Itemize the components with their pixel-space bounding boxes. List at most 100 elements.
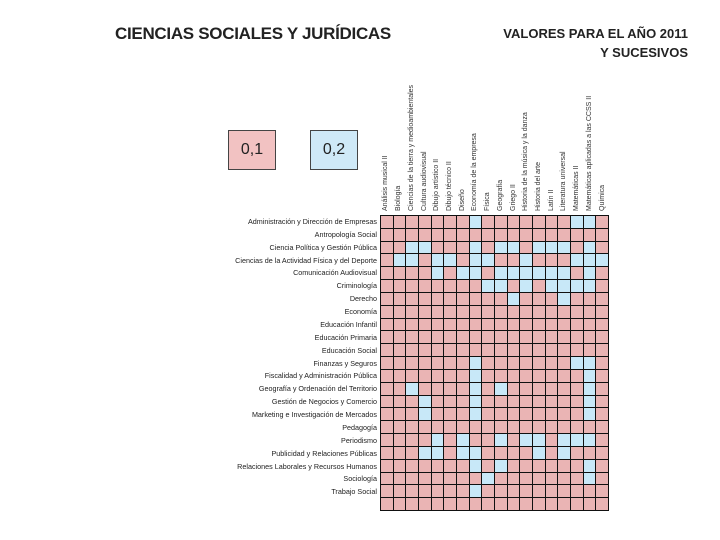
- cell-value-0-1: [545, 305, 558, 318]
- cell-value-0-1: [444, 357, 456, 369]
- cell-value-0-2: [419, 446, 431, 459]
- cell-value-0-1: [381, 331, 393, 344]
- cell-value-0-1: [571, 395, 583, 408]
- cell-value-0-1: [393, 459, 406, 472]
- cell-value-0-1: [507, 382, 520, 395]
- cell-value-0-1: [482, 292, 494, 305]
- cell-value-0-1: [558, 421, 570, 434]
- cell-value-0-2: [583, 254, 596, 267]
- cell-value-0-1: [431, 408, 444, 421]
- row-label: Trabajo Social: [331, 487, 377, 497]
- cell-value-0-2: [469, 369, 482, 382]
- cell-value-0-1: [596, 357, 608, 369]
- cell-value-0-2: [596, 254, 608, 267]
- cell-value-0-1: [596, 292, 608, 305]
- cell-value-0-1: [393, 267, 406, 280]
- cell-value-0-2: [469, 241, 482, 254]
- cell-value-0-1: [469, 344, 482, 357]
- cell-value-0-1: [482, 434, 494, 446]
- cell-value-0-1: [495, 446, 507, 459]
- cell-value-0-1: [507, 318, 520, 331]
- year-note-line2: Y SUCESIVOS: [600, 45, 688, 60]
- cell-value-0-2: [406, 241, 418, 254]
- cell-value-0-1: [482, 382, 494, 395]
- cell-value-0-1: [444, 369, 456, 382]
- column-header: Análisis musical II: [382, 155, 390, 211]
- cell-value-0-1: [457, 485, 469, 498]
- column-header: Física: [484, 192, 492, 211]
- cell-value-0-1: [431, 344, 444, 357]
- cell-value-0-1: [482, 446, 494, 459]
- cell-value-0-1: [533, 369, 545, 382]
- cell-value-0-2: [558, 280, 570, 292]
- cell-value-0-1: [571, 267, 583, 280]
- cell-value-0-1: [406, 331, 418, 344]
- cell-value-0-2: [533, 241, 545, 254]
- cell-value-0-1: [545, 292, 558, 305]
- cell-value-0-1: [419, 318, 431, 331]
- cell-value-0-2: [583, 395, 596, 408]
- cell-value-0-2: [533, 446, 545, 459]
- column-header: Historia de la música y la danza: [522, 112, 530, 211]
- cell-value-0-1: [457, 395, 469, 408]
- cell-value-0-1: [457, 292, 469, 305]
- cell-value-0-2: [469, 382, 482, 395]
- cell-value-0-2: [583, 472, 596, 485]
- cell-value-0-1: [381, 498, 393, 510]
- cell-value-0-2: [482, 280, 494, 292]
- cell-value-0-1: [583, 344, 596, 357]
- cell-value-0-1: [520, 292, 532, 305]
- cell-value-0-1: [507, 305, 520, 318]
- cell-value-0-1: [596, 344, 608, 357]
- cell-value-0-1: [419, 472, 431, 485]
- cell-value-0-1: [419, 421, 431, 434]
- row-label: Marketing e Investigación de Mercados: [251, 410, 377, 420]
- cell-value-0-1: [406, 472, 418, 485]
- cell-value-0-1: [457, 472, 469, 485]
- cell-value-0-1: [545, 318, 558, 331]
- cell-value-0-1: [558, 382, 570, 395]
- cell-value-0-1: [495, 498, 507, 510]
- cell-value-0-2: [558, 267, 570, 280]
- cell-value-0-1: [406, 357, 418, 369]
- cell-value-0-1: [571, 498, 583, 510]
- cell-value-0-2: [583, 369, 596, 382]
- cell-value-0-1: [419, 369, 431, 382]
- column-header: Latín II: [547, 189, 555, 211]
- cell-value-0-1: [444, 498, 456, 510]
- cell-value-0-1: [520, 421, 532, 434]
- cell-value-0-1: [444, 459, 456, 472]
- cell-value-0-1: [507, 331, 520, 344]
- cell-value-0-2: [545, 280, 558, 292]
- cell-value-0-1: [444, 305, 456, 318]
- cell-value-0-1: [596, 395, 608, 408]
- cell-value-0-1: [381, 267, 393, 280]
- cell-value-0-2: [507, 292, 520, 305]
- cell-value-0-1: [419, 459, 431, 472]
- column-header: Griego II: [509, 184, 517, 211]
- cell-value-0-1: [558, 357, 570, 369]
- cell-value-0-1: [444, 292, 456, 305]
- cell-value-0-1: [495, 485, 507, 498]
- cell-value-0-1: [558, 485, 570, 498]
- cell-value-0-1: [419, 344, 431, 357]
- row-label: Educación Primaria: [314, 332, 377, 342]
- column-header: Cultura audiovisual: [420, 151, 428, 211]
- row-label: Fiscalidad y Administración Pública: [264, 371, 377, 381]
- cell-value-0-2: [520, 280, 532, 292]
- cell-value-0-1: [545, 434, 558, 446]
- cell-value-0-1: [444, 446, 456, 459]
- cell-value-0-1: [406, 318, 418, 331]
- cell-value-0-1: [482, 408, 494, 421]
- cell-value-0-1: [406, 446, 418, 459]
- cell-value-0-1: [419, 357, 431, 369]
- cell-value-0-1: [507, 216, 520, 228]
- cell-value-0-2: [583, 434, 596, 446]
- cell-value-0-1: [596, 331, 608, 344]
- cell-value-0-1: [495, 395, 507, 408]
- row-label: Sociología: [343, 474, 377, 484]
- cell-value-0-1: [406, 395, 418, 408]
- cell-value-0-1: [533, 344, 545, 357]
- cell-value-0-1: [507, 498, 520, 510]
- cell-value-0-1: [596, 446, 608, 459]
